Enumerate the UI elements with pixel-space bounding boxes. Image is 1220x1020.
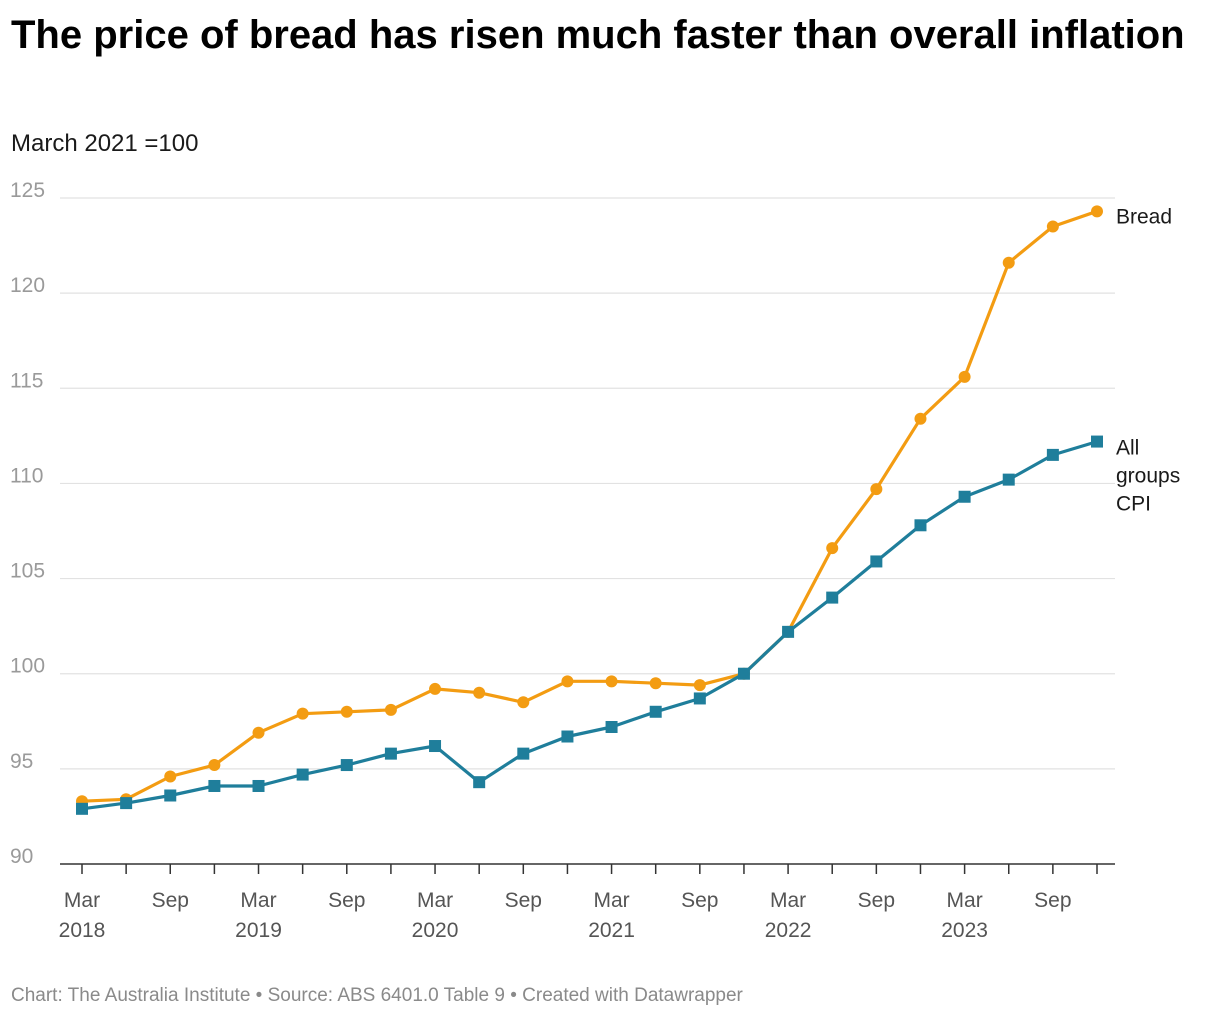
chart-subtitle: March 2021 =100 bbox=[11, 130, 199, 157]
x-tick-label: Mar bbox=[770, 889, 806, 912]
all-groups-cpi-label-line: CPI bbox=[1116, 493, 1151, 516]
bread-point bbox=[340, 705, 353, 718]
footer-separator: • bbox=[255, 985, 263, 1006]
x-tick-label: Mar bbox=[593, 889, 629, 912]
bread-label-line: Bread bbox=[1116, 205, 1172, 228]
all-groups-cpi-label-line: All bbox=[1116, 437, 1139, 460]
bread-point bbox=[1046, 220, 1059, 233]
x-tick-label: Sep bbox=[328, 889, 365, 912]
bread-point bbox=[693, 679, 706, 692]
bread-point bbox=[164, 770, 177, 783]
y-tick-label: 110 bbox=[10, 464, 43, 487]
all-groups-cpi-point bbox=[340, 759, 353, 772]
all-groups-cpi-point bbox=[208, 779, 221, 792]
all-groups-cpi-point bbox=[517, 747, 530, 760]
all-groups-cpi-point bbox=[958, 490, 971, 503]
bread-point bbox=[605, 675, 618, 688]
series-labels: Bread All groups CPI bbox=[1116, 205, 1180, 515]
footer-chart-credit: Chart: The Australia Institute bbox=[11, 985, 251, 1006]
all-groups-cpi-point bbox=[1091, 435, 1103, 448]
all-groups-cpi-point bbox=[605, 720, 618, 733]
bread-point bbox=[826, 542, 839, 555]
x-tick-year-label: 2019 bbox=[235, 919, 282, 942]
bread-point bbox=[252, 726, 265, 739]
chart-footer: Chart: The Australia Institute • Source:… bbox=[11, 985, 743, 1007]
x-tick-year-label: 2020 bbox=[412, 919, 459, 942]
all-groups-cpi-point bbox=[296, 768, 309, 781]
x-tick-label: Sep bbox=[505, 889, 542, 912]
bread-series bbox=[76, 205, 1103, 808]
all-groups-cpi-point bbox=[76, 802, 88, 815]
footer-separator: • bbox=[510, 985, 517, 1006]
x-tick-label: Sep bbox=[681, 889, 718, 912]
bread-point bbox=[208, 759, 221, 772]
footer-source: Source: ABS 6401.0 Table 9 bbox=[267, 985, 505, 1006]
all-groups-cpi-point bbox=[782, 625, 795, 638]
all-groups-cpi-label-line: groups bbox=[1116, 465, 1180, 488]
all-groups-cpi-point bbox=[693, 692, 706, 705]
all-groups-cpi-series bbox=[76, 435, 1103, 815]
all-groups-cpi-point bbox=[737, 667, 750, 680]
bread-point bbox=[296, 707, 309, 720]
all-groups-cpi-point bbox=[870, 555, 883, 568]
bread-point bbox=[561, 675, 574, 688]
bread-point bbox=[429, 682, 442, 695]
x-tick-label: Sep bbox=[1034, 889, 1071, 912]
y-tick-label: 90 bbox=[10, 845, 33, 868]
all-groups-cpi-point bbox=[164, 789, 177, 802]
bread-point bbox=[649, 677, 662, 690]
bread-point bbox=[1091, 205, 1103, 218]
x-tick-label: Mar bbox=[947, 889, 983, 912]
gridlines bbox=[60, 197, 1115, 770]
bread-label: Bread bbox=[1116, 205, 1172, 228]
bread-point bbox=[517, 696, 530, 709]
chart-title: The price of bread has risen much faster… bbox=[11, 13, 1185, 57]
x-tick-label: Mar bbox=[64, 889, 100, 912]
all-groups-cpi-point bbox=[252, 779, 265, 792]
all-groups-cpi-point bbox=[561, 730, 574, 743]
bread-point bbox=[870, 483, 883, 496]
bread-line bbox=[80, 209, 1099, 803]
all-groups-cpi-point bbox=[826, 591, 839, 604]
all-groups-cpi-point bbox=[1046, 448, 1059, 461]
y-tick-label: 100 bbox=[10, 655, 45, 678]
all-groups-cpi-point bbox=[429, 740, 442, 753]
y-axis-tick-labels: 90 95 100 105 110 115 120 125 bbox=[10, 179, 45, 868]
x-tick-year-label: 2022 bbox=[765, 919, 812, 942]
y-tick-label: 115 bbox=[10, 369, 43, 392]
bread-point bbox=[1002, 256, 1015, 269]
x-tick-label: Mar bbox=[417, 889, 453, 912]
y-tick-label: 105 bbox=[10, 560, 45, 583]
bread-point bbox=[958, 370, 971, 383]
x-tick-label: Sep bbox=[858, 889, 895, 912]
x-tick-year-label: 2021 bbox=[588, 919, 635, 942]
series-lines bbox=[76, 205, 1103, 815]
all-groups-cpi-point bbox=[473, 776, 486, 789]
bread-point bbox=[384, 703, 397, 716]
x-axis-ticks: Mar 2018 Sep Mar 2019 Sep Mar 2020 Sep Mar 2021 Sep… bbox=[59, 864, 1098, 942]
x-tick-year-label: 2018 bbox=[59, 919, 106, 942]
y-tick-label: 120 bbox=[10, 274, 45, 297]
all-groups-cpi-point bbox=[649, 705, 662, 718]
all-groups-cpi-label: All groups CPI bbox=[1116, 437, 1180, 516]
x-tick-label: Mar bbox=[240, 889, 276, 912]
all-groups-cpi-line bbox=[80, 440, 1099, 811]
x-tick-year-label: 2023 bbox=[941, 919, 988, 942]
all-groups-cpi-point bbox=[120, 797, 133, 810]
y-tick-label: 125 bbox=[10, 179, 45, 202]
y-tick-label: 95 bbox=[10, 750, 33, 773]
footer-created-with: Created with Datawrapper bbox=[522, 985, 743, 1006]
bread-point bbox=[473, 686, 486, 699]
bread-point bbox=[914, 412, 927, 425]
all-groups-cpi-point bbox=[914, 519, 927, 532]
x-tick-label: Sep bbox=[152, 889, 189, 912]
all-groups-cpi-point bbox=[1002, 473, 1015, 486]
all-groups-cpi-point bbox=[384, 747, 397, 760]
